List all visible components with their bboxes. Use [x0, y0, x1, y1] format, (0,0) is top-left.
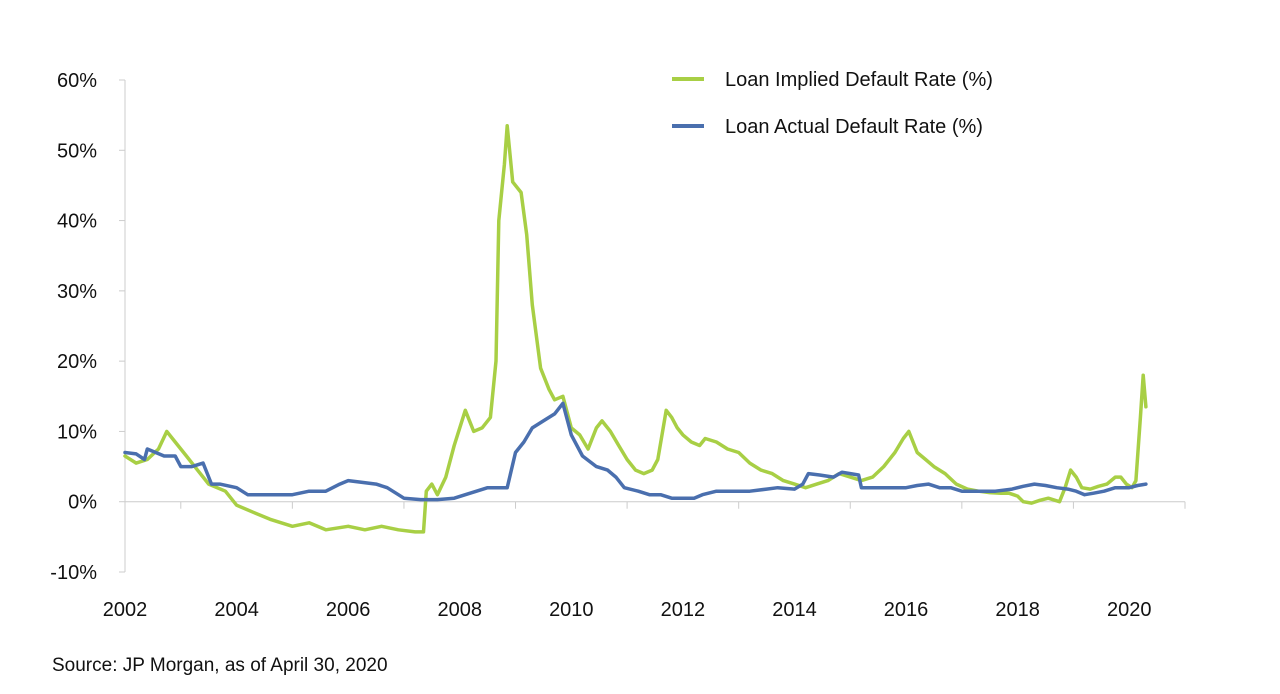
y-tick-label: 50% — [57, 140, 97, 162]
series-line-actual — [123, 401, 1148, 502]
y-axis-tick-labels: -10% 0% 10% 20% 30% 40% 50% 60% — [50, 70, 97, 584]
y-tick-label: 0% — [68, 492, 97, 514]
series-line-implied — [123, 123, 1148, 534]
y-tick-label: -10% — [50, 562, 97, 584]
chart-legend: Loan Implied Default Rate (%) Loan Actua… — [672, 69, 993, 138]
x-tick-label: 2002 — [103, 599, 148, 621]
x-tick-label: 2004 — [214, 599, 259, 621]
y-tick-label: 40% — [57, 211, 97, 233]
y-tick-label: 30% — [57, 281, 97, 303]
x-tick-label: 2018 — [995, 599, 1040, 621]
legend-label-implied: Loan Implied Default Rate (%) — [725, 69, 993, 91]
x-axis-tick-labels: 2002 2004 2006 2008 2010 2012 2014 2016 2018 2020 — [103, 599, 1152, 621]
x-tick-label: 2008 — [437, 599, 482, 621]
y-tick-label: 60% — [57, 70, 97, 92]
chart-series — [123, 123, 1148, 534]
source-note: Source: JP Morgan, as of April 30, 2020 — [52, 655, 388, 676]
y-tick-label: 10% — [57, 421, 97, 443]
x-tick-label: 2020 — [1107, 599, 1152, 621]
x-tick-label: 2010 — [549, 599, 594, 621]
x-tick-label: 2012 — [661, 599, 706, 621]
x-tick-label: 2006 — [326, 599, 371, 621]
chart-axes — [119, 79, 1186, 573]
x-tick-label: 2014 — [772, 599, 817, 621]
y-tick-label: 20% — [57, 351, 97, 373]
legend-label-actual: Loan Actual Default Rate (%) — [725, 116, 983, 138]
x-tick-label: 2016 — [884, 599, 929, 621]
